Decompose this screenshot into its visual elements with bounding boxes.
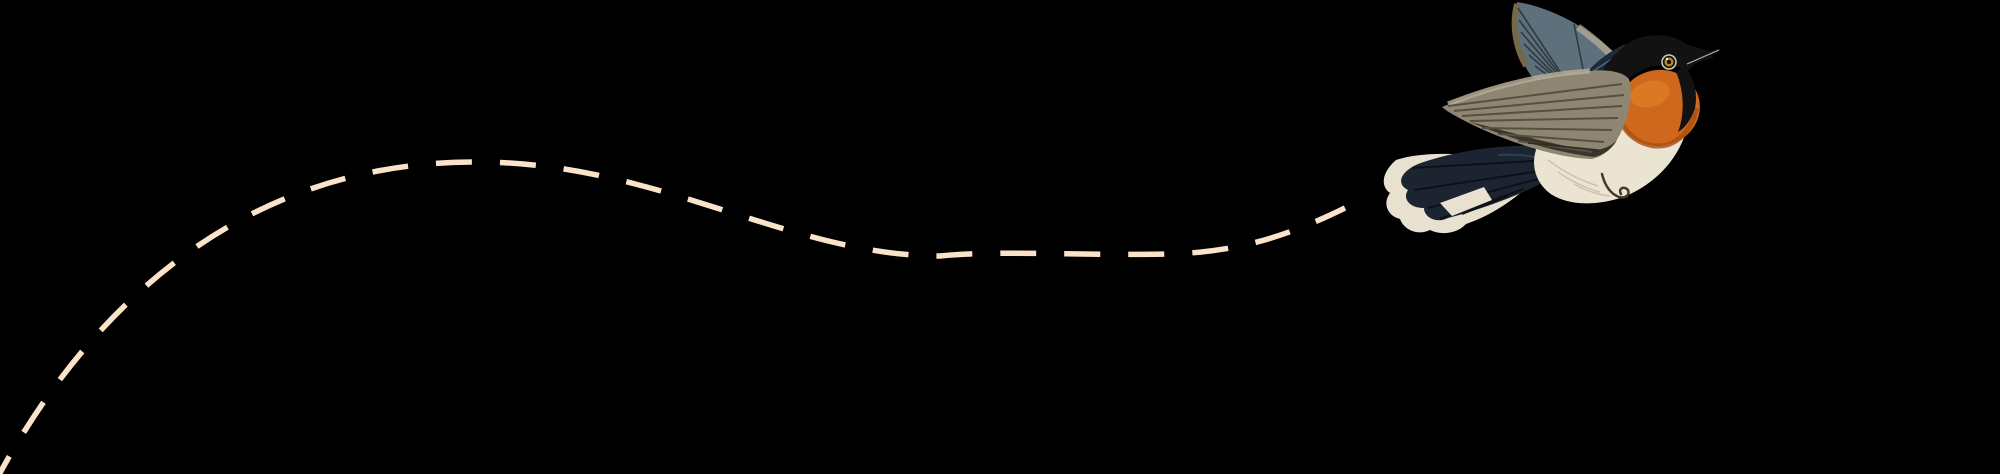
bird-malar-stripe (1676, 66, 1696, 132)
bird-nape (1569, 44, 1626, 116)
bird-far-wing (1511, 2, 1626, 100)
bird-tail-notch (1440, 187, 1492, 216)
bird-beak (1683, 48, 1723, 69)
bird-near-wing (1442, 68, 1631, 159)
bird-throat-patch (1618, 69, 1700, 149)
bird-body (1533, 82, 1688, 204)
bird-head (1597, 35, 1713, 132)
bird-illustration (1383, 2, 1723, 234)
bird-shoulder-patch (1572, 82, 1612, 110)
bird-tail (1383, 145, 1575, 234)
bird-tail-white-tips (1383, 153, 1528, 234)
dashed-flight-path (0, 159, 1347, 474)
bird-eye (1661, 54, 1677, 70)
bird-foot (1600, 172, 1630, 199)
